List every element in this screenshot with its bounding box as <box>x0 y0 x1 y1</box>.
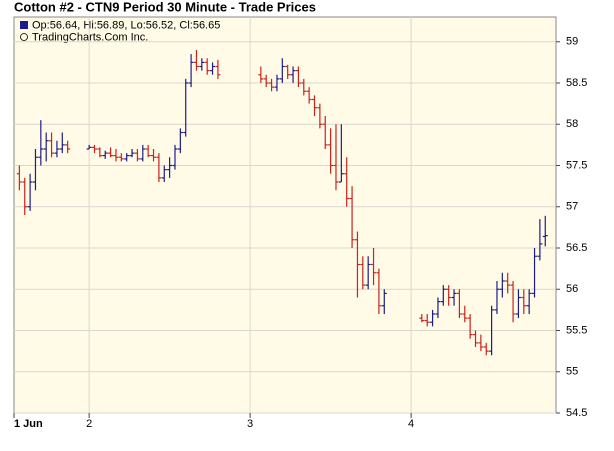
y-tick-label: 56 <box>566 283 578 295</box>
x-tick-label: 2 <box>86 418 92 430</box>
chart-title: Cotton #2 - CTN9 Period 30 Minute - Trad… <box>14 0 316 14</box>
source: TradingCharts.Com Inc. <box>32 31 148 43</box>
legend-swatch <box>20 21 28 29</box>
y-tick-label: 54.5 <box>566 407 587 419</box>
y-tick-label: 59 <box>566 36 578 48</box>
legend-text: Op:56.64, Hi:56.89, Lo:56.52, Cl:56.65 <box>32 19 220 31</box>
x-tick-label: 4 <box>408 418 414 430</box>
y-tick-label: 58 <box>566 118 578 130</box>
plot-area <box>13 16 557 414</box>
y-tick-label: 55 <box>566 366 578 378</box>
y-tick-label: 57 <box>566 201 578 213</box>
x-tick-label: 3 <box>247 418 253 430</box>
y-tick-label: 58.5 <box>566 77 587 89</box>
y-tick-label: 56.5 <box>566 242 587 254</box>
y-tick-label: 55.5 <box>566 324 587 336</box>
copyright-icon <box>20 33 28 41</box>
y-tick-label: 57.5 <box>566 159 587 171</box>
x-tick-label: 1 Jun <box>14 418 43 430</box>
